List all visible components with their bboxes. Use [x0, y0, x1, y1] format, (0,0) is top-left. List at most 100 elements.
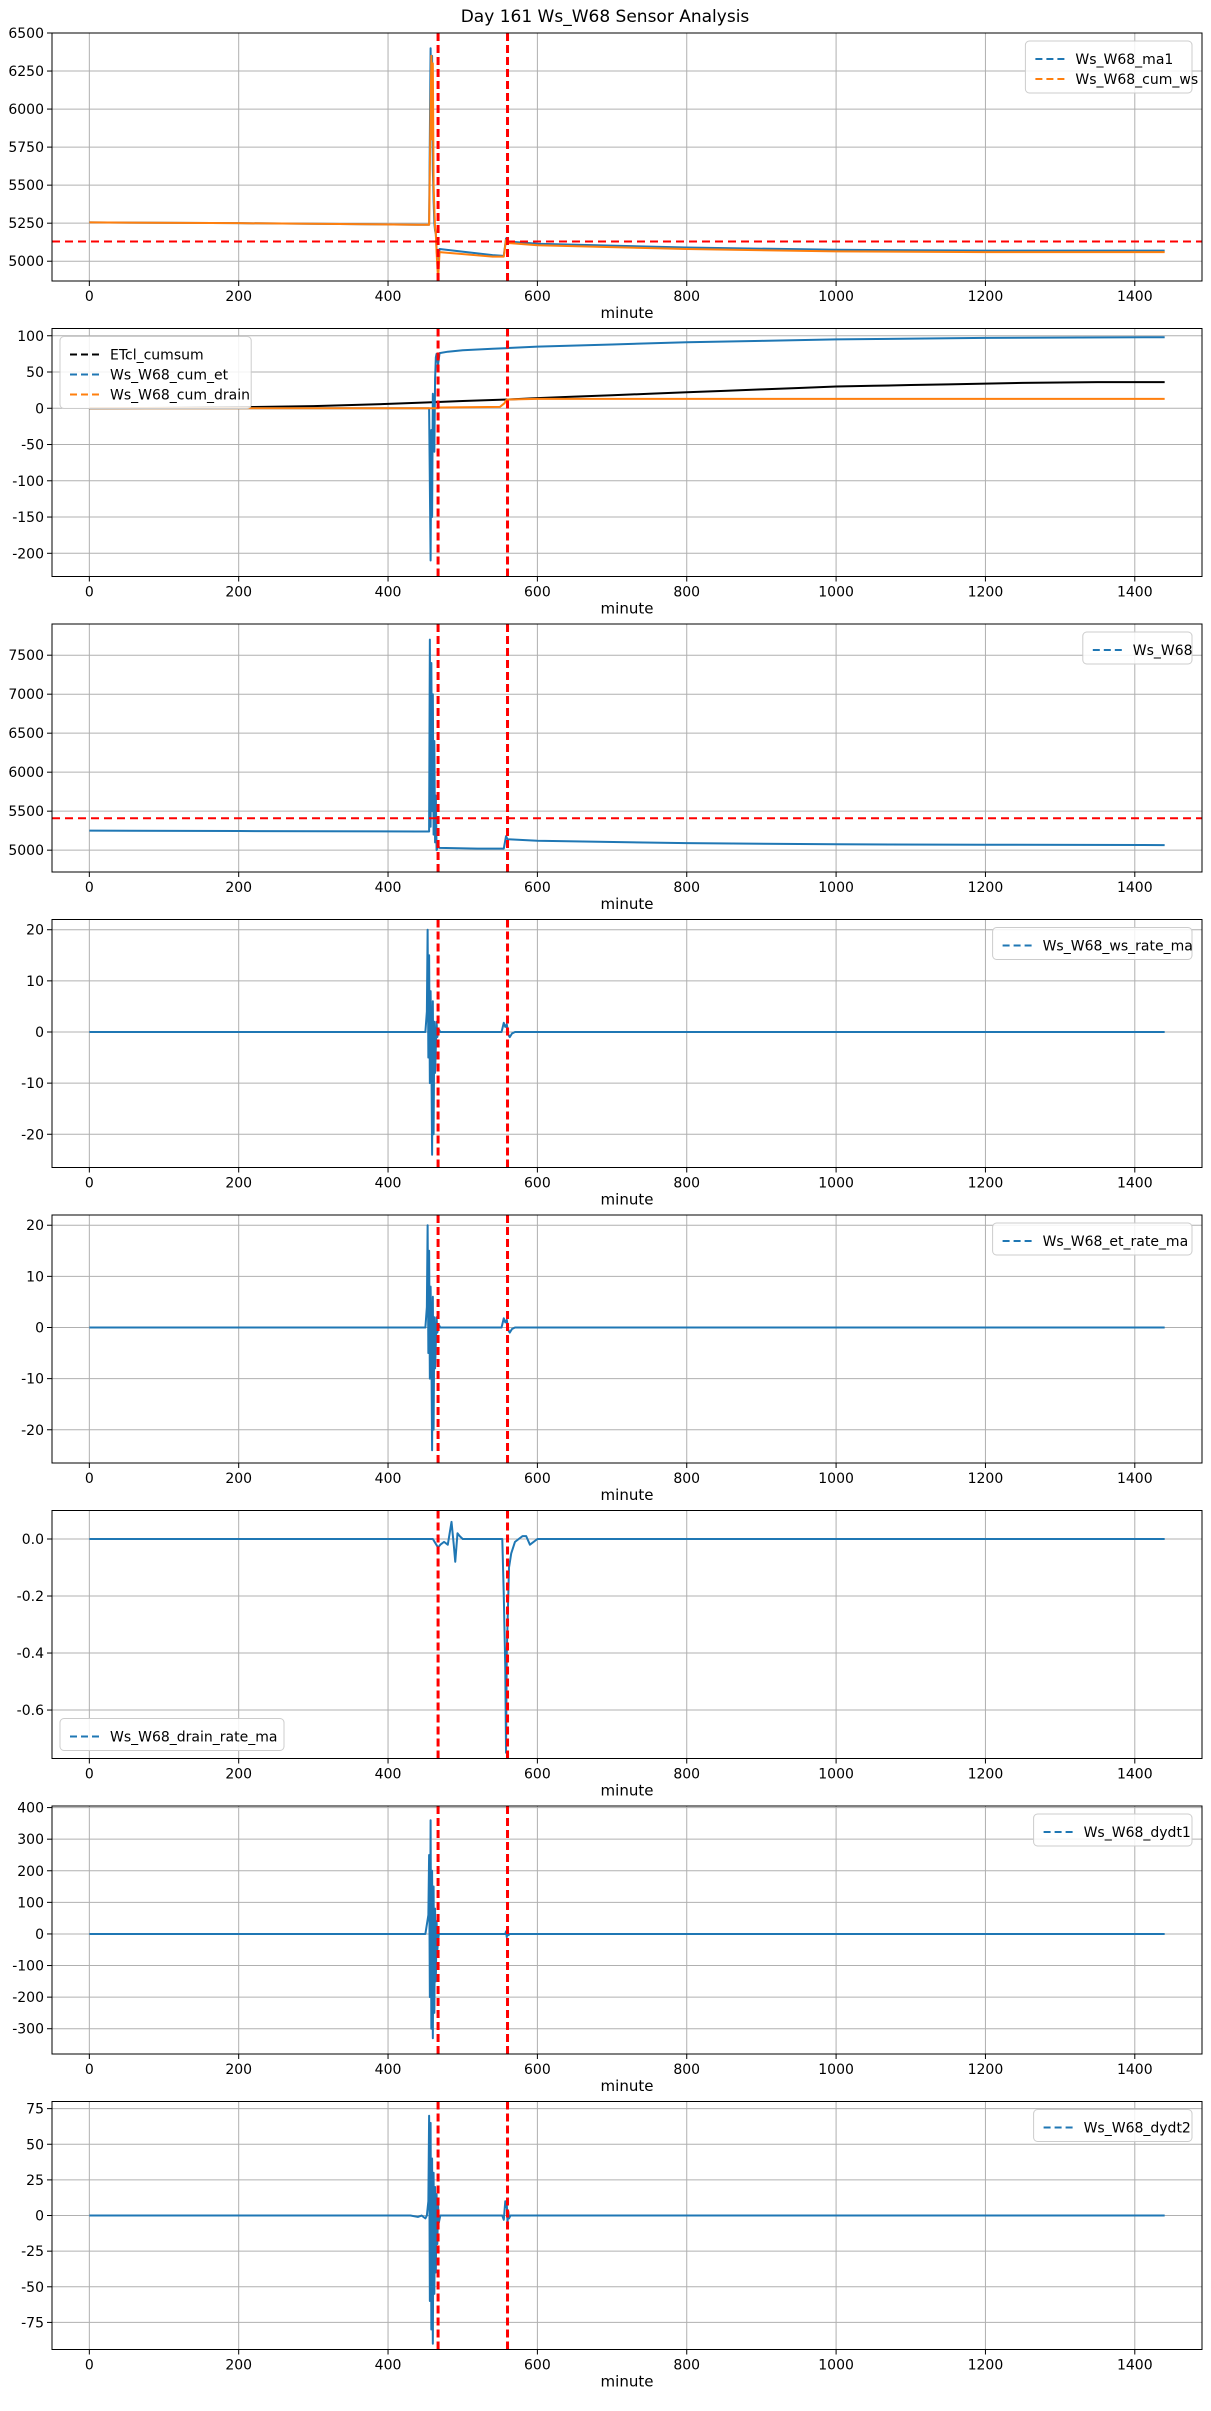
x-tick-label: 1200: [968, 1767, 1004, 1783]
x-tick-label: 1400: [1117, 880, 1153, 896]
x-tick-label: 600: [524, 1176, 551, 1192]
y-tick-label: 6000: [8, 102, 44, 118]
y-tick-label: 75: [26, 2102, 44, 2118]
y-tick-label: 6000: [8, 765, 44, 781]
plot-area: [89, 2101, 1165, 2350]
legend-label: Ws_W68_ws_rate_ma: [1043, 939, 1193, 955]
y-tick-label: 10: [26, 1269, 44, 1285]
y-tick-label: 5000: [8, 843, 44, 859]
legend-box: [59, 336, 252, 409]
x-tick-label: 400: [375, 585, 402, 601]
y-tick-label: 300: [17, 1832, 44, 1848]
y-tick-label: 5750: [8, 140, 44, 156]
axes-frame: [51, 2101, 1203, 2350]
x-axis-label: minute: [601, 895, 654, 913]
plot-area: [52, 624, 1202, 872]
x-tick-label: 200: [225, 1767, 252, 1783]
y-tick-label: 7500: [8, 648, 44, 664]
legend: Ws_W68_ws_rate_ma: [992, 927, 1193, 960]
x-tick-label: 0: [85, 1767, 94, 1783]
y-tick-label: -50: [21, 438, 44, 454]
y-tick-label: -20: [21, 1423, 44, 1439]
y-tick-label: -150: [12, 510, 44, 526]
y-tick-label: -100: [12, 474, 44, 490]
legend: Ws_W68_dydt1: [1033, 1813, 1193, 1847]
series-line-Ws_W68_cum_drain: [89, 397, 1165, 410]
x-tick-label: 800: [673, 1767, 700, 1783]
axes-frame: [51, 1214, 1203, 1464]
plot-area: [89, 1806, 1165, 2054]
x-tick-label: 1400: [1117, 2062, 1153, 2078]
x-tick-label: 1200: [968, 2358, 1004, 2374]
x-tick-label: 1400: [1117, 289, 1153, 305]
legend-label: Ws_W68_cum_et: [110, 368, 229, 384]
x-tick-label: 1400: [1117, 2358, 1153, 2374]
series-line-Ws_W68_ws_rate_ma: [89, 928, 1165, 1156]
x-tick-label: 800: [673, 2358, 700, 2374]
x-tick-label: 1400: [1117, 1767, 1153, 1783]
x-tick-label: 1200: [968, 585, 1004, 601]
y-tick-label: 50: [26, 365, 44, 381]
x-axis-label: minute: [601, 2077, 654, 2095]
plot-area: [89, 328, 1165, 577]
x-tick-label: 400: [375, 289, 402, 305]
plot-area: [89, 1510, 1165, 1759]
legend-box: [1033, 1813, 1193, 1847]
y-tick-label: 200: [17, 1864, 44, 1880]
legend-label: Ws_W68_dydt1: [1084, 1825, 1191, 1841]
x-tick-label: 0: [85, 585, 94, 601]
plot-area: [89, 919, 1165, 1168]
x-axis-label: minute: [601, 1191, 654, 1209]
x-tick-label: 200: [225, 880, 252, 896]
x-tick-label: 400: [375, 1176, 402, 1192]
y-tick-label: -25: [21, 2244, 44, 2260]
x-tick-label: 200: [225, 585, 252, 601]
x-tick-label: 0: [85, 2358, 94, 2374]
axes-frame: [51, 1510, 1203, 1759]
subplot-8: 0 200 400 600 800 1000 1200 1400 -75 -50 -25 0 25 50 7…: [21, 2101, 1203, 2391]
y-tick-label: 10: [26, 974, 44, 990]
x-tick-label: 1000: [818, 2062, 854, 2078]
x-tick-label: 0: [85, 289, 94, 305]
x-tick-label: 400: [375, 1767, 402, 1783]
subplot-5: 0 200 400 600 800 1000 1200 1400 -20 -10 0 10 20 minu…: [21, 1214, 1203, 1504]
y-tick-label: 5500: [8, 178, 44, 194]
x-tick-label: 600: [524, 880, 551, 896]
series-line-ETcl_cumsum: [89, 381, 1165, 410]
x-tick-label: 1000: [818, 1471, 854, 1487]
x-tick-label: 600: [524, 585, 551, 601]
legend-box: [992, 1222, 1193, 1256]
legend: Ws_W68_ma1 Ws_W68_cum_ws: [1024, 40, 1198, 94]
x-tick-label: 0: [85, 1471, 94, 1487]
plot-area: [89, 1215, 1165, 1463]
x-tick-label: 1400: [1117, 1176, 1153, 1192]
y-tick-label: 7000: [8, 687, 44, 703]
x-tick-label: 1000: [818, 289, 854, 305]
subplot-4: 0 200 400 600 800 1000 1200 1400 -20 -10 0 10 20 minu…: [21, 919, 1203, 1209]
x-axis-label: minute: [601, 600, 654, 618]
y-tick-label: 0: [35, 2209, 44, 2225]
x-tick-label: 1400: [1117, 585, 1153, 601]
legend-box: [1033, 2109, 1193, 2142]
legend: Ws_W68_et_rate_ma: [992, 1222, 1193, 1256]
subplot-2: 0 200 400 600 800 1000 1200 1400-200-150-100-50…: [12, 328, 1203, 618]
y-tick-label: 100: [17, 1895, 44, 1911]
y-tick-label: 0: [35, 1320, 44, 1336]
y-tick-label: 50: [26, 2137, 44, 2153]
x-tick-label: 1200: [968, 1471, 1004, 1487]
x-tick-label: 1200: [968, 289, 1004, 305]
series-line-Ws_W68_dydt2: [89, 2114, 1165, 2345]
legend-box: [1024, 40, 1193, 94]
x-tick-label: 1400: [1117, 1471, 1153, 1487]
x-tick-label: 200: [225, 2062, 252, 2078]
legend: Ws_W68_dydt2: [1033, 2109, 1193, 2142]
legend: Ws_W68: [1082, 631, 1193, 665]
figure-title: Day 161 Ws_W68 Sensor Analysis: [461, 7, 750, 27]
x-tick-label: 0: [85, 2062, 94, 2078]
x-tick-label: 600: [524, 289, 551, 305]
y-tick-label: -0.4: [17, 1646, 44, 1662]
legend-label: Ws_W68_cum_drain: [110, 388, 250, 404]
legend: Ws_W68_drain_rate_ma: [59, 1718, 285, 1751]
y-tick-label: -10: [21, 1372, 44, 1388]
x-tick-label: 200: [225, 2358, 252, 2374]
